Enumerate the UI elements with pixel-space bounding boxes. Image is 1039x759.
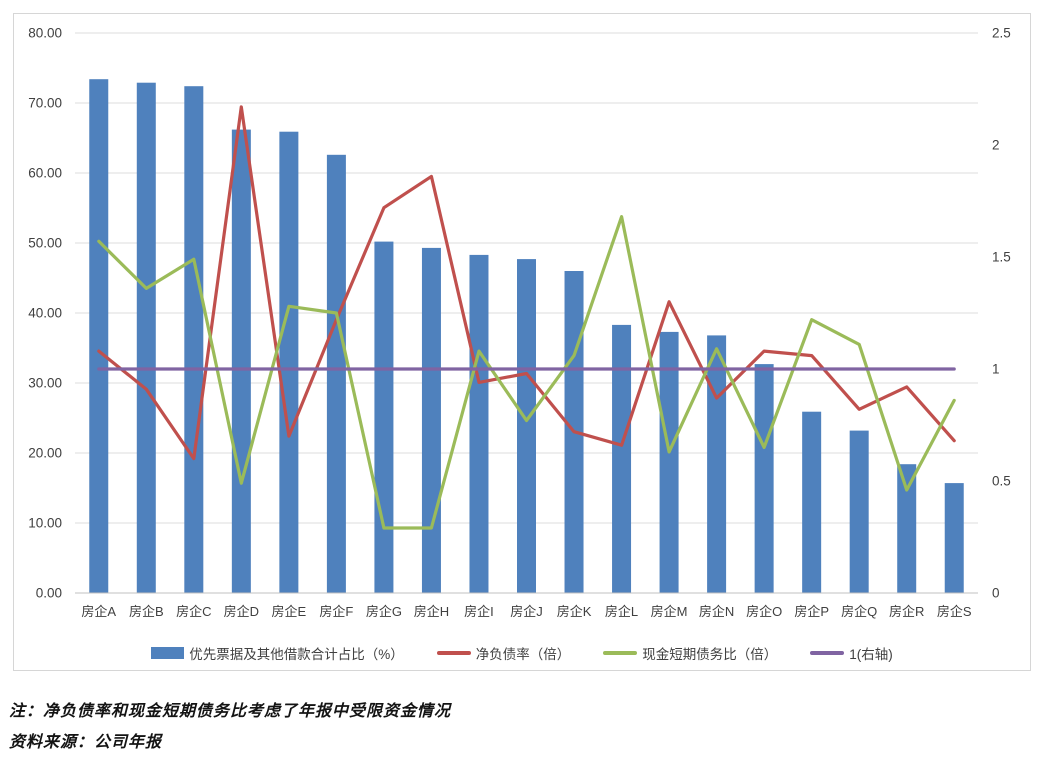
left-axis-tick-label: 10.00	[28, 516, 62, 531]
x-axis-label: 房企E	[272, 604, 307, 619]
bar-房企C	[184, 86, 204, 593]
legend-item-reference-one: 1(右轴)	[810, 643, 893, 663]
left-axis-tick-label: 50.00	[28, 236, 62, 251]
bar-房企M	[659, 331, 679, 593]
bar-房企N	[707, 335, 727, 593]
bar-房企J	[517, 259, 536, 593]
x-axis-label: 房企M	[651, 604, 688, 619]
bar-房企S	[944, 483, 964, 593]
left-axis-tick-label: 0.00	[36, 586, 62, 601]
chart-legend: 优先票据及其他借款合计占比（%） 净负债率（倍） 现金短期债务比（倍） 1(右轴…	[14, 643, 1030, 663]
legend-line-swatch-icon	[810, 651, 845, 655]
legend-line-swatch-icon	[436, 651, 471, 655]
chart-plot-area: 0.00 10.00 20.00 30.00 40.00 50.00 60.00 70.00 8…	[28, 26, 1011, 620]
x-axis-label: 房企A	[81, 604, 116, 619]
x-axis-label: 房企O	[746, 604, 782, 619]
legend-item-senior-notes-share: 优先票据及其他借款合计占比（%）	[151, 643, 404, 663]
line-series	[97, 215, 956, 530]
bar-房企R	[897, 464, 917, 593]
x-axis-label: 房企L	[605, 604, 638, 619]
left-axis-tick-label: 20.00	[28, 446, 62, 461]
x-axis-label: 房企S	[937, 604, 972, 619]
footnote-source: 资料来源：公司年报	[9, 732, 163, 751]
left-axis-tick-label: 60.00	[28, 166, 62, 181]
legend-label-cash-short-debt-ratio: 现金短期债务比（倍）	[642, 647, 778, 662]
right-axis-tick-label: 1.5	[992, 250, 1011, 265]
left-axis-tick-label: 40.00	[28, 306, 62, 321]
right-axis-tick-label: 0.5	[992, 474, 1011, 489]
right-axis-tick-label: 1	[992, 362, 1000, 377]
legend-bar-swatch-icon	[151, 647, 185, 659]
x-axis-label: 房企Q	[841, 604, 877, 619]
bar-房企H	[421, 247, 441, 593]
line-series	[97, 105, 956, 461]
x-axis-label: 房企N	[699, 604, 734, 619]
legend-line-swatch-icon	[603, 651, 638, 655]
x-axis-label: 房企C	[176, 604, 211, 619]
bar-房企D	[231, 129, 251, 593]
legend-label-reference-one: 1(右轴)	[849, 647, 893, 662]
bar-房企I	[469, 254, 489, 593]
legend-label-senior-notes-share: 优先票据及其他借款合计占比（%）	[189, 647, 404, 662]
left-axis-tick-label: 30.00	[28, 376, 62, 391]
x-axis-label: 房企I	[464, 604, 494, 619]
legend-item-cash-short-debt-ratio: 现金短期债务比（倍）	[603, 643, 777, 663]
x-axis-label: 房企D	[224, 604, 259, 619]
x-axis-label: 房企R	[889, 604, 924, 619]
x-axis-label: 房企H	[414, 604, 449, 619]
right-axis-tick-label: 2	[992, 138, 1000, 153]
legend-label-net-debt-ratio: 净负债率（倍）	[475, 647, 571, 662]
bar-房企B	[136, 82, 156, 593]
x-axis-label: 房企F	[319, 604, 353, 619]
x-axis-label: 房企G	[366, 604, 402, 619]
bar-房企L	[612, 324, 632, 593]
x-axis-label: 房企P	[794, 604, 829, 619]
bar-房企E	[279, 131, 299, 593]
bar-房企F	[326, 154, 346, 594]
bar-房企G	[374, 241, 394, 593]
right-axis-tick-label: 2.5	[992, 26, 1011, 41]
footnote-note: 注：净负债率和现金短期债务比考虑了年报中受限资金情况	[9, 701, 452, 720]
x-axis-label: 房企B	[129, 604, 164, 619]
left-axis-tick-label: 70.00	[28, 96, 62, 111]
bar-房企Q	[849, 430, 869, 593]
bar-房企P	[802, 411, 822, 593]
right-axis-tick-label: 0	[992, 586, 1000, 601]
x-axis-label: 房企K	[557, 604, 592, 619]
bar-房企O	[754, 364, 774, 593]
left-axis-tick-label: 80.00	[28, 26, 62, 41]
legend-item-net-debt-ratio: 净负债率（倍）	[436, 643, 571, 663]
bar-房企A	[89, 79, 109, 593]
x-axis-label: 房企J	[510, 604, 543, 619]
chart-frame: 0.00 10.00 20.00 30.00 40.00 50.00 60.00 70.00 8…	[13, 13, 1031, 671]
